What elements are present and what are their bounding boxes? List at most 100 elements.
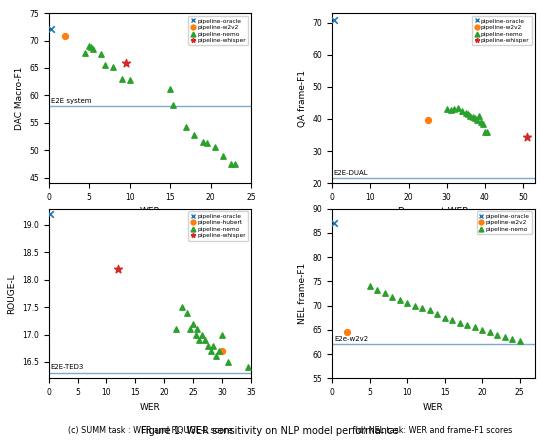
- Point: [198, 139, 207, 146]
- Point: [463, 322, 471, 329]
- Point: [224, 359, 232, 366]
- Point: [109, 63, 118, 70]
- Point: [189, 320, 198, 327]
- Point: [210, 144, 219, 151]
- Point: [450, 105, 458, 112]
- Point: [200, 337, 209, 344]
- Point: [117, 75, 126, 82]
- Point: [209, 342, 218, 349]
- Point: [478, 326, 487, 334]
- Point: [380, 290, 389, 297]
- Point: [215, 348, 224, 355]
- Point: [462, 109, 470, 116]
- Point: [195, 337, 204, 344]
- Point: [193, 326, 201, 333]
- Point: [172, 326, 180, 333]
- Point: [231, 161, 239, 168]
- Point: [426, 307, 434, 314]
- Point: [455, 319, 464, 326]
- Point: [125, 77, 134, 84]
- Y-axis label: NEL frame-F1: NEL frame-F1: [298, 263, 307, 324]
- Point: [475, 113, 483, 120]
- Point: [477, 119, 485, 126]
- Point: [485, 329, 494, 336]
- Point: [483, 129, 491, 136]
- Point: [212, 353, 221, 360]
- Point: [218, 331, 226, 338]
- Y-axis label: ROUGE-L: ROUGE-L: [8, 273, 16, 314]
- Point: [448, 317, 456, 324]
- Point: [465, 112, 474, 119]
- Point: [442, 106, 451, 113]
- Text: (c) SUMM task : WER and ROUGE-L score: (c) SUMM task : WER and ROUGE-L score: [68, 426, 232, 435]
- Point: [523, 134, 531, 141]
- X-axis label: WER: WER: [139, 207, 160, 216]
- Point: [410, 302, 419, 309]
- Point: [218, 152, 227, 159]
- Point: [493, 331, 502, 338]
- Point: [227, 160, 235, 167]
- Text: (a) DAC task : WER and F1 score on test set: (a) DAC task : WER and F1 score on test …: [62, 231, 238, 240]
- Point: [60, 32, 69, 39]
- Point: [166, 85, 174, 92]
- Text: (b) QA task: Document WER and frame-F1 scores: (b) QA task: Document WER and frame-F1 s…: [334, 231, 532, 240]
- Point: [192, 331, 200, 338]
- Point: [218, 348, 226, 355]
- Point: [423, 116, 432, 123]
- Point: [515, 337, 524, 344]
- Point: [198, 331, 206, 338]
- Point: [101, 62, 110, 69]
- Point: [395, 296, 404, 303]
- Y-axis label: DAC Macro-F1: DAC Macro-F1: [15, 66, 24, 130]
- Text: E2e-w2v2: E2e-w2v2: [334, 336, 368, 342]
- Point: [365, 282, 374, 290]
- Point: [433, 311, 441, 318]
- Point: [473, 116, 482, 123]
- Point: [81, 49, 90, 56]
- Text: E2E system: E2E system: [51, 98, 92, 104]
- Text: (d) NEL task: WER and frame-F1 scores: (d) NEL task: WER and frame-F1 scores: [355, 426, 512, 435]
- Point: [330, 16, 339, 23]
- Point: [330, 220, 339, 227]
- Point: [440, 314, 449, 321]
- Point: [418, 304, 427, 312]
- Legend: pipeline-oracle, pipeline-w2v2, pipeline-nemo, pipeline-whisper: pipeline-oracle, pipeline-w2v2, pipeline…: [188, 16, 248, 45]
- Point: [46, 210, 55, 217]
- Point: [89, 45, 98, 52]
- Point: [86, 44, 95, 51]
- Point: [186, 326, 194, 333]
- Point: [182, 124, 191, 131]
- Point: [508, 335, 516, 342]
- Text: E2E-TED3: E2E-TED3: [50, 364, 84, 370]
- Point: [114, 265, 123, 272]
- Point: [478, 120, 487, 127]
- Point: [343, 329, 352, 336]
- Text: Figure 1: WER sensitivity on NLP model performance: Figure 1: WER sensitivity on NLP model p…: [141, 425, 399, 436]
- Point: [46, 25, 56, 32]
- X-axis label: WER: WER: [423, 403, 444, 412]
- Point: [500, 334, 509, 341]
- Point: [470, 324, 479, 331]
- Legend: pipeline-oracle, pipeline-hubert, pipeline-nemo, pipeline-whisper: pipeline-oracle, pipeline-hubert, pipeli…: [188, 212, 248, 241]
- Point: [388, 293, 396, 301]
- Point: [190, 131, 199, 138]
- Point: [469, 114, 478, 121]
- Point: [481, 128, 489, 136]
- Point: [463, 110, 472, 117]
- X-axis label: WER: WER: [139, 403, 160, 412]
- Point: [168, 101, 177, 108]
- Point: [122, 59, 130, 66]
- Point: [454, 104, 462, 111]
- Point: [471, 115, 480, 122]
- Legend: pipeline-oracle, pipeline-w2v2, pipeline-nemo: pipeline-oracle, pipeline-w2v2, pipeline…: [477, 212, 532, 234]
- Text: E2E-DUAL: E2E-DUAL: [333, 170, 368, 176]
- Point: [202, 139, 211, 146]
- Point: [458, 107, 467, 114]
- Point: [183, 309, 192, 316]
- Point: [97, 51, 106, 58]
- Point: [177, 304, 186, 311]
- Point: [403, 300, 411, 307]
- Point: [244, 364, 253, 371]
- Point: [85, 43, 93, 50]
- X-axis label: Document WER: Document WER: [398, 207, 469, 216]
